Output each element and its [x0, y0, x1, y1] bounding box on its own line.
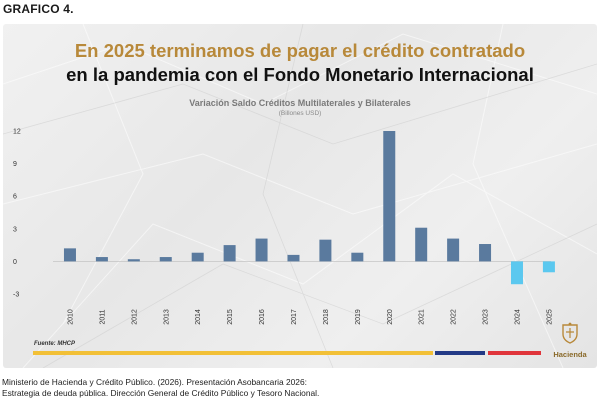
bar-2016	[255, 238, 268, 262]
y-tick-label: 6	[13, 194, 17, 201]
source-note: Fuente: MHCP	[34, 341, 75, 347]
bar-2020	[383, 131, 396, 262]
x-tick-label-2015: 2015	[227, 309, 234, 325]
bar-2013	[159, 257, 172, 262]
bar-2019	[351, 252, 364, 262]
bar-2017	[287, 254, 300, 262]
stripe-blue	[435, 351, 485, 355]
x-tick-label-2012: 2012	[131, 309, 138, 325]
y-tick-label: -3	[13, 292, 19, 299]
y-axis-ticks: 12 9 6 3 0 -3	[13, 129, 21, 299]
headline-line-1: En 2025 terminamos de pagar el crédito c…	[74, 40, 526, 61]
logo-label: Hacienda	[553, 350, 587, 359]
y-tick-label: 3	[13, 226, 17, 233]
bar-2014	[191, 252, 204, 262]
y-tick-label: 0	[13, 259, 17, 266]
x-tick-label-2011: 2011	[99, 309, 106, 324]
x-tick-label-2025: 2025	[546, 309, 553, 325]
infographic-panel: En 2025 terminamos de pagar el crédito c…	[3, 24, 597, 368]
crest-icon	[562, 322, 578, 344]
x-tick-label-2023: 2023	[483, 309, 490, 325]
x-tick-label-2022: 2022	[451, 309, 458, 325]
y-tick-label: 9	[13, 161, 17, 168]
caption-line-1: Ministerio de Hacienda y Crédito Público…	[2, 377, 307, 387]
bar-2018	[319, 239, 332, 262]
headline-line-2: en la pandemia con el Fondo Monetario In…	[66, 64, 534, 85]
x-tick-label-2016: 2016	[259, 309, 266, 325]
hacienda-logo: Hacienda	[551, 322, 589, 359]
x-tick-label-2018: 2018	[323, 309, 330, 325]
x-tick-label-2010: 2010	[67, 309, 74, 325]
bar-2011	[95, 257, 108, 262]
bar-2023	[479, 244, 492, 262]
paper-texture	[3, 24, 597, 368]
stripe-yellow	[33, 351, 433, 355]
bar-2010	[63, 248, 76, 262]
figure-label: GRAFICO 4.	[3, 2, 74, 16]
stripe-red	[488, 351, 541, 355]
bars	[63, 131, 555, 285]
bar-2025	[542, 261, 555, 273]
chart-subtitle: (Billones USD)	[278, 110, 322, 117]
bar-2012	[127, 259, 140, 262]
x-tick-label-2019: 2019	[355, 309, 362, 325]
x-tick-label-2014: 2014	[195, 309, 202, 325]
chart-title: Variación Saldo Créditos Multilaterales …	[189, 98, 411, 108]
caption-line-2: Estrategia de deuda pública. Dirección G…	[2, 388, 320, 398]
bar-2024	[510, 261, 523, 285]
bar-2015	[223, 245, 236, 262]
x-tick-label-2020: 2020	[387, 309, 394, 325]
bar-2021	[415, 227, 428, 262]
x-axis-ticks: 2010 2011 2012 2013 2014 2015 2016 2017 2018 2019…	[67, 309, 553, 325]
x-tick-label-2021: 2021	[419, 309, 426, 325]
x-tick-label-2017: 2017	[291, 309, 298, 325]
figure-caption: Ministerio de Hacienda y Crédito Público…	[2, 377, 598, 399]
flag-stripe-bar	[33, 351, 541, 355]
x-tick-label-2024: 2024	[514, 309, 521, 325]
x-tick-label-2013: 2013	[163, 309, 170, 325]
y-tick-label: 12	[13, 129, 21, 136]
bar-2022	[447, 238, 460, 262]
